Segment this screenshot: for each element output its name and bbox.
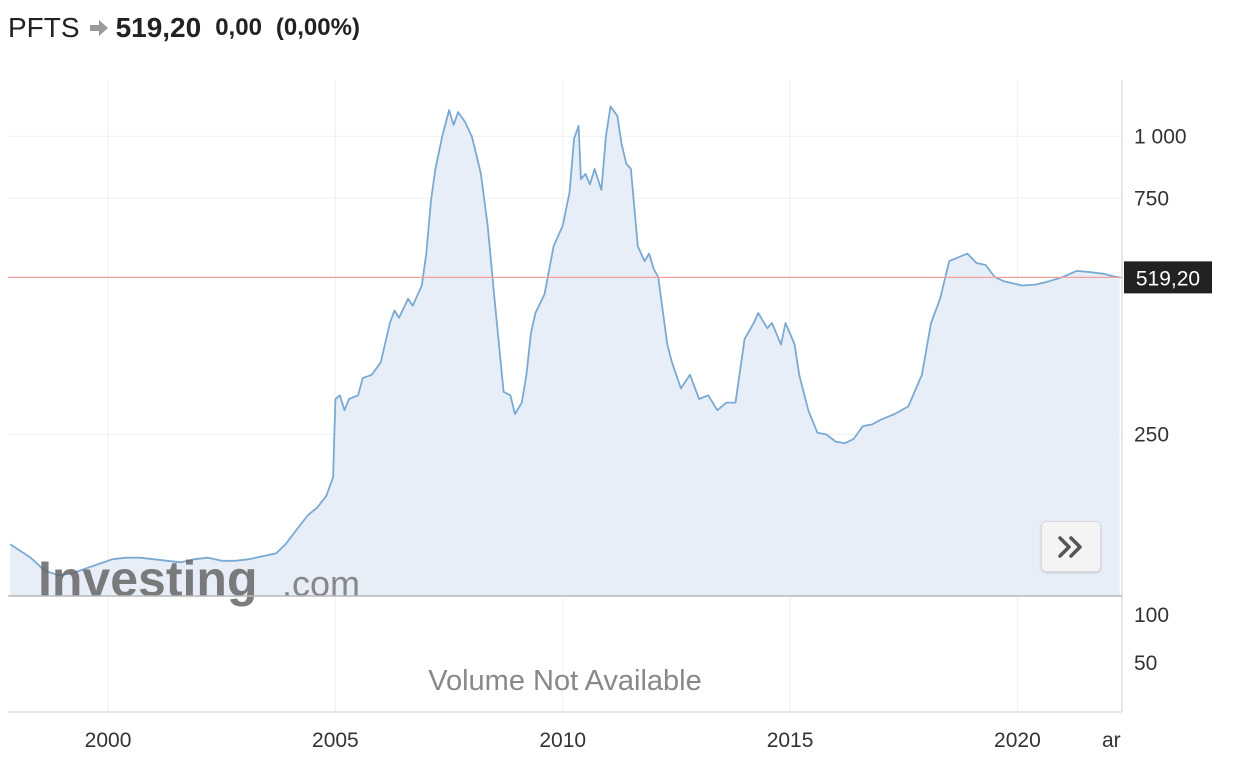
last-price-badge	[1124, 261, 1212, 294]
double-chevron-right-icon	[1058, 535, 1082, 558]
volume-tick-label: 50	[1134, 652, 1157, 675]
scroll-to-latest-button[interactable]	[1041, 521, 1101, 572]
x-tick-label-partial: ar	[1102, 729, 1121, 752]
x-tick-label: 2005	[312, 729, 359, 752]
watermark-logo: Investing .com	[38, 551, 360, 607]
x-tick-label: 2000	[85, 729, 132, 752]
last-price-badge-label: 519,20	[1136, 267, 1200, 290]
ticker-symbol: PFTS	[8, 12, 80, 43]
price-line	[9, 105, 1120, 577]
last-price-marker: 519,20	[8, 261, 1212, 294]
volume-not-available-note: Volume Not Available	[428, 665, 702, 697]
price-area-fill	[10, 106, 1120, 597]
y-tick-label: 250	[1134, 424, 1169, 447]
price-change-percent: (0,00%)	[275, 14, 360, 41]
price-change: 0,00	[215, 14, 262, 41]
x-tick-label: 2020	[994, 729, 1041, 752]
price-area-series	[9, 105, 1120, 597]
y-tick-label: 750	[1134, 187, 1169, 210]
watermark-brand: Investing	[38, 551, 257, 607]
right-arrow-icon	[89, 20, 108, 36]
x-tick-label: 2015	[767, 729, 814, 752]
quote-header: PFTS 519,20 0,00 (0,00%)	[8, 10, 360, 46]
volume-tick-label: 100	[1134, 604, 1169, 627]
x-tick-label: 2010	[539, 729, 586, 752]
y-axis-ticks: 250 750 1 000	[1134, 125, 1187, 446]
grid-lines	[8, 80, 1122, 712]
x-axis-ticks: 2000 2005 2010 2015 2020 ar	[85, 729, 1121, 752]
y-tick-label: 1 000	[1134, 125, 1187, 148]
watermark-suffix: .com	[282, 563, 360, 604]
volume-axis: 100 50	[1134, 604, 1169, 675]
last-price: 519,20	[115, 12, 202, 43]
